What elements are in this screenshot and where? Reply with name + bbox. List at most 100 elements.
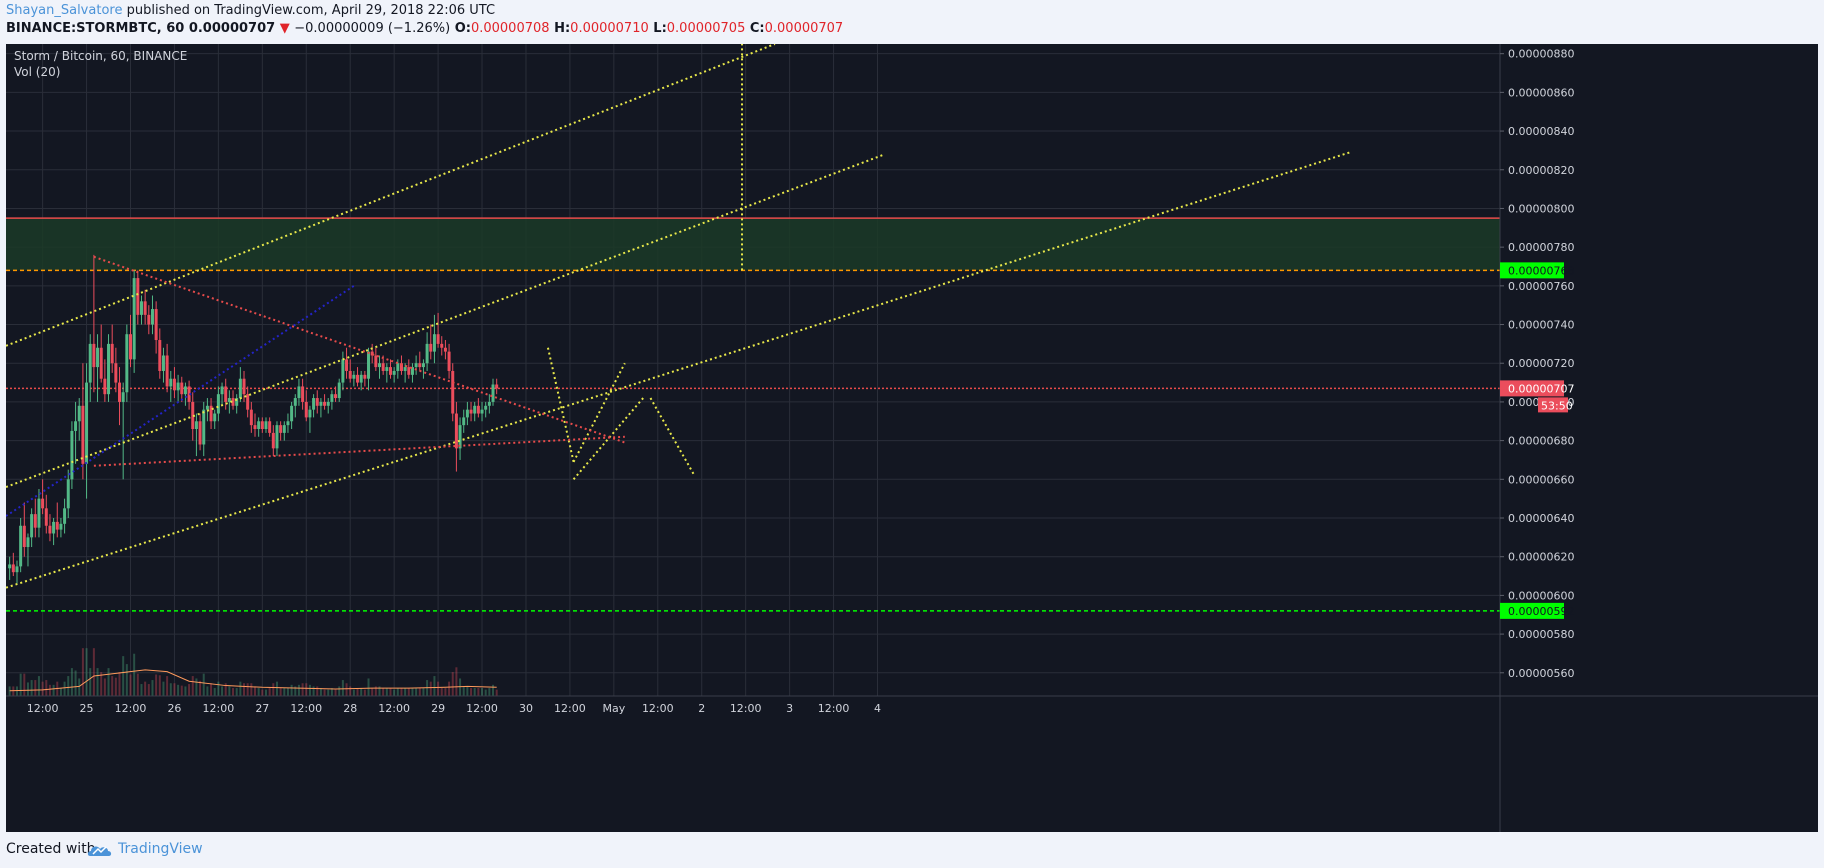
trendline: [649, 397, 696, 476]
time-axis[interactable]: 12:00 25 12:00 26 12:00 27 12:00 28 12:00 29 12:00…: [6, 695, 1818, 715]
time-tick-label: 2: [698, 702, 705, 715]
volume-bar: [78, 678, 81, 696]
candle-body: [220, 386, 224, 395]
candle-body: [125, 334, 129, 393]
time-tick-label: 27: [255, 702, 269, 715]
volume-bar: [250, 683, 253, 696]
volume-bar: [221, 686, 224, 696]
trendlines[interactable]: [6, 44, 1351, 589]
horizontal-levels: [6, 217, 1500, 612]
price-tick-label: 0.00000760: [1508, 280, 1574, 293]
candle-body: [103, 378, 107, 395]
trendline: [6, 44, 776, 347]
tradingview-cloud-icon[interactable]: [87, 840, 113, 860]
volume-bar: [294, 686, 297, 696]
candle-body: [447, 351, 451, 371]
down-arrow-icon: ▼: [279, 21, 290, 36]
volume-bar: [466, 686, 469, 696]
volume-bar: [151, 680, 154, 696]
close-label: C:: [749, 21, 765, 36]
price-tick-label: 0.00000660: [1508, 473, 1574, 486]
volume-bar: [81, 648, 84, 696]
candle-body: [462, 417, 466, 426]
volume-bar: [136, 673, 139, 696]
volume-bar: [195, 678, 198, 696]
volume-bar: [59, 688, 62, 696]
volume-bar: [133, 653, 136, 696]
candle-body: [399, 363, 403, 371]
volume-bar: [264, 689, 267, 696]
candle-body: [458, 425, 462, 449]
candle-body: [202, 409, 206, 445]
volume-bar: [275, 681, 278, 696]
price-chart[interactable]: 0.00000880 0.00000860 0.00000840 0.00000820…: [6, 44, 1818, 832]
time-tick-label: 12:00: [27, 702, 59, 715]
candle-body: [443, 347, 447, 352]
volume-bar: [385, 688, 388, 696]
volume-bar: [243, 683, 246, 696]
time-tick-label: May: [602, 702, 625, 715]
candle-body: [110, 343, 114, 364]
volume-bar: [155, 674, 158, 696]
volume-bar: [312, 686, 315, 696]
volume-bar: [268, 688, 271, 696]
candle-body: [81, 405, 85, 464]
volume-bar: [202, 673, 205, 696]
candle-body: [282, 425, 286, 433]
candle-body: [378, 363, 381, 368]
price-tick-label: 0.00000580: [1508, 628, 1574, 641]
trendline: [572, 362, 626, 463]
volume-bar: [415, 688, 418, 696]
price-tick-label: 0.00000820: [1508, 164, 1574, 177]
volume-bar: [261, 689, 264, 696]
candle-body: [454, 413, 458, 449]
candle-body: [44, 508, 48, 526]
candle-body: [37, 498, 41, 528]
time-tick-label: 12:00: [642, 702, 674, 715]
author-link[interactable]: Shayan_Salvatore: [6, 3, 123, 18]
high-value: 0.00000710: [570, 21, 649, 36]
candle-body: [388, 367, 392, 375]
volume-bar: [429, 681, 432, 696]
price-axis[interactable]: 0.00000880 0.00000860 0.00000840 0.00000820…: [1499, 44, 1818, 832]
candle-body: [22, 525, 26, 548]
candle-body: [315, 398, 319, 406]
volume-bar: [272, 683, 275, 696]
chart-area[interactable]: 0.00000880 0.00000860 0.00000840 0.00000820…: [6, 44, 1818, 832]
volume-bar: [462, 686, 465, 696]
volume-bar: [473, 688, 476, 696]
volume-bar: [107, 668, 110, 696]
candle-body: [19, 525, 23, 567]
candle-body: [205, 405, 209, 410]
low-value: 0.00000705: [666, 21, 746, 36]
volume-bar: [67, 676, 70, 696]
candle-body: [264, 421, 268, 430]
price-tick-label: 0.00000780: [1508, 241, 1574, 254]
volume-bar: [191, 676, 194, 696]
candle-body: [480, 409, 484, 414]
candle-body: [63, 508, 67, 524]
volume-bar: [352, 689, 355, 696]
volume-bar: [92, 648, 95, 696]
candle-body: [136, 278, 140, 315]
volume-bar: [422, 688, 425, 696]
volume-bar: [246, 683, 249, 696]
volume-bar: [254, 686, 256, 696]
volume-bar: [206, 686, 209, 696]
candle-body: [418, 363, 422, 368]
candle-body: [180, 382, 184, 395]
candle-body: [77, 405, 81, 422]
volume-bar: [144, 681, 147, 696]
low-label: L:: [653, 21, 667, 36]
candle-body: [319, 401, 323, 406]
tradingview-link[interactable]: TradingView: [118, 841, 203, 857]
time-tick-label: 29: [431, 702, 445, 715]
volume-bar: [345, 683, 348, 696]
time-tick-label: 12:00: [818, 702, 850, 715]
footer: Created with TradingView: [0, 832, 1824, 868]
price-tick-label: 0.00000620: [1508, 551, 1574, 564]
candles[interactable]: [8, 254, 499, 584]
volume-bar: [360, 688, 363, 696]
volume-bar: [374, 686, 377, 696]
candle-body: [476, 405, 480, 414]
